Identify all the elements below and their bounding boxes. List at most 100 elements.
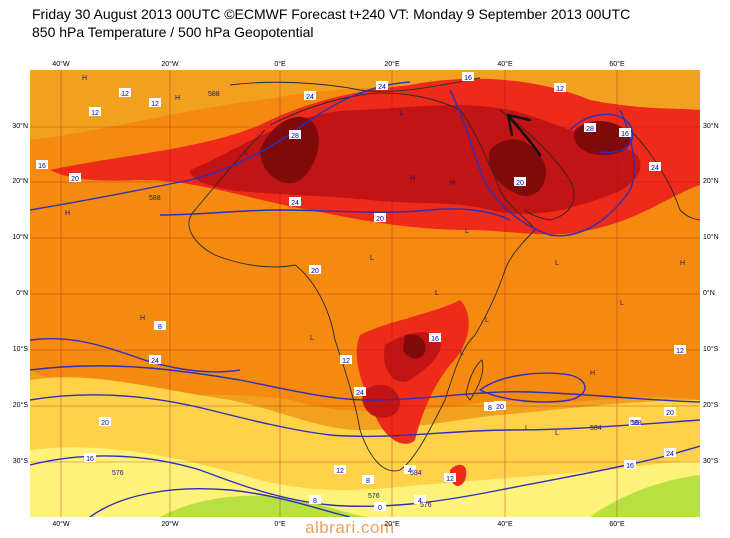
svg-text:28: 28 xyxy=(291,133,299,140)
lon-label-top: 40°W xyxy=(52,61,70,68)
contour-line xyxy=(569,113,634,154)
svg-text:12: 12 xyxy=(121,91,129,98)
temperature-contour-label: 12 xyxy=(554,83,566,93)
high-pressure-marker: H xyxy=(680,260,685,267)
lat-label-right: 30°N xyxy=(703,123,719,130)
lon-label-bottom: 60°E xyxy=(609,521,625,528)
svg-text:4: 4 xyxy=(418,498,422,505)
low-pressure-marker: L xyxy=(310,335,314,342)
high-pressure-marker: H xyxy=(82,75,87,82)
cold-temperature-patch-east xyxy=(590,475,700,517)
contour-line xyxy=(478,372,586,403)
cold-temperature-patch xyxy=(160,495,370,517)
lat-label-right: 20°S xyxy=(703,402,719,409)
svg-text:12: 12 xyxy=(336,468,344,475)
geopotential-contour-label: 576 xyxy=(112,470,124,477)
coastlines xyxy=(188,77,701,472)
temperature-contour-label: 4 xyxy=(414,495,426,505)
temperature-contour-label: 28 xyxy=(584,123,596,133)
geopotential-contour-label: 584 xyxy=(410,470,422,477)
india-coast xyxy=(629,129,701,221)
temperature-contour-label: 12 xyxy=(89,107,101,117)
svg-text:20: 20 xyxy=(496,404,504,411)
svg-text:8: 8 xyxy=(158,324,162,331)
contour-line xyxy=(89,488,351,518)
temperature-contour-label: 16 xyxy=(462,72,474,82)
temperature-contour-label: 24 xyxy=(664,448,676,458)
forecast-title: Friday 30 August 2013 00UTC ©ECMWF Forec… xyxy=(32,6,631,22)
lon-label-bottom: 20°W xyxy=(161,521,179,528)
extreme-heat-core xyxy=(260,116,319,184)
svg-text:0: 0 xyxy=(378,505,382,512)
svg-text:12: 12 xyxy=(151,101,159,108)
high-pressure-marker: H xyxy=(140,315,145,322)
low-pressure-marker: L xyxy=(245,150,249,157)
temperature-contour-label: 20 xyxy=(664,407,676,417)
svg-text:20: 20 xyxy=(101,420,109,427)
temperature-contour-label: 24 xyxy=(304,91,316,101)
temperature-contour-label: 24 xyxy=(354,387,366,397)
high-pressure-marker: H xyxy=(175,95,180,102)
svg-text:24: 24 xyxy=(378,84,386,91)
temperature-contour-label: 24 xyxy=(649,162,661,172)
annotation-arrow xyxy=(506,113,542,157)
svg-text:28: 28 xyxy=(586,126,594,133)
temperature-contour-label: 12 xyxy=(444,473,456,483)
extreme-heat-core-south xyxy=(403,334,426,359)
svg-text:16: 16 xyxy=(621,131,629,138)
contour-line xyxy=(29,445,701,507)
contour-line xyxy=(29,81,411,211)
temperature-contour-label: 20 xyxy=(99,417,111,427)
low-pressure-marker: L xyxy=(460,350,464,357)
low-pressure-marker: L xyxy=(485,317,489,324)
high-pressure-marker: H xyxy=(410,175,415,182)
svg-text:12: 12 xyxy=(342,358,350,365)
svg-text:24: 24 xyxy=(151,358,159,365)
lat-label-right: 30°S xyxy=(703,458,719,465)
temperature-contour-label: 20 xyxy=(69,173,81,183)
temperature-contour-label: 16 xyxy=(84,453,96,463)
geopotential-contour-label: 588 xyxy=(208,91,220,98)
svg-text:12: 12 xyxy=(446,476,454,483)
geopotential-contours xyxy=(29,81,701,518)
svg-text:24: 24 xyxy=(356,390,364,397)
lat-label-left: 30°S xyxy=(12,458,28,465)
svg-text:16: 16 xyxy=(431,336,439,343)
temperature-contour-label: 24 xyxy=(289,197,301,207)
arabia-coast xyxy=(499,109,575,221)
temperature-contour-label: 12 xyxy=(119,88,131,98)
lon-label-bottom: 40°W xyxy=(52,521,70,528)
watermark-text: albrari.com xyxy=(305,518,395,537)
svg-text:16: 16 xyxy=(38,163,46,170)
svg-text:24: 24 xyxy=(651,165,659,172)
temperature-contour-label: 0 xyxy=(374,502,386,512)
lat-label-right: 10°S xyxy=(703,346,719,353)
contour-line xyxy=(159,208,511,221)
lon-label-bottom: 0°E xyxy=(274,521,286,528)
svg-text:16: 16 xyxy=(464,75,472,82)
low-pressure-marker: L xyxy=(555,430,559,437)
temperature-contour-label: 12 xyxy=(674,345,686,355)
contour-line xyxy=(29,394,701,438)
svg-text:4: 4 xyxy=(408,468,412,475)
svg-text:8: 8 xyxy=(313,498,317,505)
svg-text:16: 16 xyxy=(626,463,634,470)
low-pressure-marker: L xyxy=(465,228,469,235)
svg-text:12: 12 xyxy=(676,348,684,355)
temperature-contour-label: 28 xyxy=(289,130,301,140)
temperature-contour-label: 8 xyxy=(484,402,496,412)
temperature-contour-label: 20 xyxy=(494,401,506,411)
contour-line xyxy=(29,337,241,373)
geopotential-contour-label: 588 xyxy=(630,420,642,427)
svg-text:8: 8 xyxy=(488,405,492,412)
svg-text:20: 20 xyxy=(376,216,384,223)
svg-text:20: 20 xyxy=(71,176,79,183)
svg-text:16: 16 xyxy=(86,456,94,463)
lon-label-top: 60°E xyxy=(609,61,625,68)
lat-label-left: 10°S xyxy=(12,346,28,353)
mediterranean-coast xyxy=(229,77,481,92)
temperature-contour-label: 16 xyxy=(624,460,636,470)
svg-text:8: 8 xyxy=(366,478,370,485)
low-pressure-marker: L xyxy=(370,255,374,262)
very-hot-region-south-2 xyxy=(362,384,401,418)
